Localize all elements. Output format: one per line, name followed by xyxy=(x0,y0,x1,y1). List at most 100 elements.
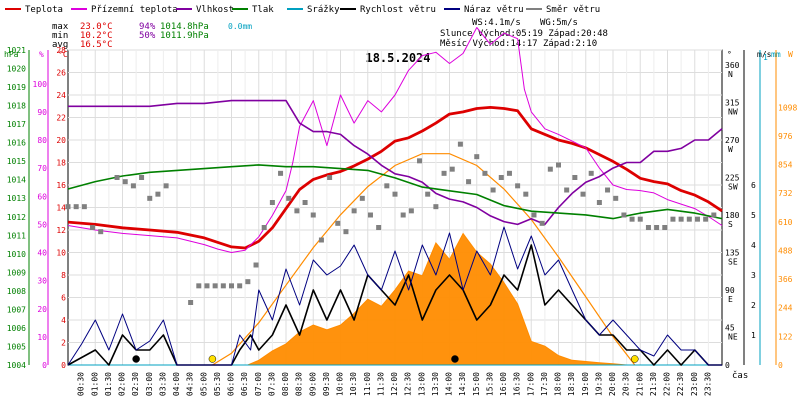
direction-label: NW xyxy=(728,108,738,117)
wind-direction-point xyxy=(490,187,496,193)
x-tick-label: 09:30 xyxy=(322,372,331,396)
wind-direction-point xyxy=(376,225,382,230)
w-tick-label: 488 xyxy=(778,246,793,255)
direction-label: N xyxy=(728,70,733,79)
wind-direction-point xyxy=(196,283,202,289)
x-tick-label: 23:30 xyxy=(703,372,712,396)
direction-label: SE xyxy=(728,258,738,267)
x-tick-label: 16:00 xyxy=(499,372,508,396)
deg-axis-unit: ° xyxy=(727,50,732,59)
temp-tick-label: 24 xyxy=(56,91,66,100)
wind-direction-point xyxy=(449,166,455,172)
hpa-tick-label: 1005 xyxy=(7,342,26,351)
wind-direction-point xyxy=(384,183,390,189)
hpa-tick-label: 1007 xyxy=(7,305,26,314)
x-tick-label: 14:00 xyxy=(445,372,454,396)
wind-direction-point xyxy=(654,225,660,230)
hpa-tick-label: 1010 xyxy=(7,250,26,259)
pct-axis-unit: % xyxy=(39,50,44,59)
wind-direction-point xyxy=(81,204,87,210)
temp-tick-label: 4 xyxy=(61,316,66,325)
x-tick-label: 20:30 xyxy=(622,372,631,396)
wind-direction-point xyxy=(335,220,341,226)
x-tick-label: 18:30 xyxy=(567,372,576,396)
legend-item: Teplota xyxy=(25,5,63,15)
x-tick-label: 04:30 xyxy=(186,372,195,396)
wind-direction-point xyxy=(147,195,153,201)
x-tick-label: 01:30 xyxy=(104,372,113,396)
wind-direction-point xyxy=(474,154,480,160)
wind-direction-point xyxy=(327,175,333,180)
ms-tick-label: 3 xyxy=(751,271,756,280)
pct-tick-label: 100 xyxy=(33,80,48,89)
pct-tick-label: 0 xyxy=(42,361,47,370)
deg-tick-label: 135 xyxy=(725,249,740,258)
stats-temp: 16.5°C xyxy=(80,40,113,50)
direction-label: E xyxy=(728,295,733,304)
wind-direction-point xyxy=(163,183,169,189)
deg-tick-label: 0 xyxy=(725,361,730,370)
x-tick-label: 21:00 xyxy=(635,372,644,396)
wind-direction-point xyxy=(294,208,300,214)
hpa-tick-label: 1015 xyxy=(7,157,26,166)
wind-direction-point xyxy=(417,158,423,164)
wind-direction-point xyxy=(310,212,316,218)
hpa-tick-label: 1021 xyxy=(7,46,26,55)
deg-tick-label: 90 xyxy=(725,286,735,295)
w-tick-label: 366 xyxy=(778,275,793,284)
x-tick-label: 17:30 xyxy=(540,372,549,396)
pct-tick-label: 70 xyxy=(37,164,47,173)
wind-direction-point xyxy=(269,200,275,205)
x-tick-label: 05:30 xyxy=(213,372,222,396)
ms-tick-label: 1 xyxy=(751,331,756,340)
wind-direction-point xyxy=(670,216,676,222)
series-teplota xyxy=(67,106,723,250)
hpa-tick-label: 1013 xyxy=(7,194,26,203)
wind-direction-point xyxy=(245,279,251,285)
temp-axis-unit: °C xyxy=(58,50,68,59)
mm-tick-label: 1 xyxy=(763,53,768,62)
stats-temp: 23.0°C xyxy=(80,22,113,32)
series-vlhkost xyxy=(68,99,723,226)
wind-direction-point xyxy=(130,183,136,189)
legend-item: Náraz větru xyxy=(464,5,524,15)
pct-tick-label: 90 xyxy=(37,108,47,117)
pct-tick-label: 40 xyxy=(37,249,47,258)
x-tick-label: 18:00 xyxy=(554,372,563,396)
ms-tick-label: 6 xyxy=(751,181,756,190)
wind-direction-point xyxy=(286,195,292,201)
wind-direction-point xyxy=(694,216,700,222)
stats-min-label: min xyxy=(52,31,68,41)
legend-item: Směr větru xyxy=(546,5,600,15)
x-tick-label: 02:00 xyxy=(118,372,127,396)
wind-direction-point xyxy=(711,212,717,218)
x-tick-label: 01:00 xyxy=(90,372,99,396)
temp-tick-label: 20 xyxy=(56,136,66,145)
wind-direction-point xyxy=(523,191,529,197)
series-náraz-větru xyxy=(67,226,722,366)
wind-direction-point xyxy=(703,216,709,222)
wind-direction-point xyxy=(572,175,578,180)
wind-direction-point xyxy=(547,166,553,172)
deg-tick-label: 45 xyxy=(725,324,735,333)
temp-tick-label: 18 xyxy=(56,159,66,168)
wind-direction-point xyxy=(237,283,243,289)
direction-label: S xyxy=(728,220,733,229)
wind-direction-point xyxy=(556,162,561,168)
temp-tick-label: 14 xyxy=(56,204,66,213)
stats-hum: 94% xyxy=(139,22,156,32)
x-tick-label: 15:00 xyxy=(472,372,481,396)
temp-tick-label: 28 xyxy=(56,46,66,55)
wind-direction-point xyxy=(498,175,504,180)
hpa-tick-label: 1016 xyxy=(7,139,26,148)
x-tick-label: 11:00 xyxy=(363,372,372,396)
x-tick-label: 08:00 xyxy=(281,372,290,396)
wind-direction-point xyxy=(588,170,594,176)
x-tick-label: 21:30 xyxy=(649,372,658,396)
x-tick-label: 22:30 xyxy=(676,372,685,396)
moon-marker xyxy=(451,355,459,363)
series-sluneční-záření xyxy=(68,232,722,366)
x-tick-label: 12:30 xyxy=(404,372,413,396)
